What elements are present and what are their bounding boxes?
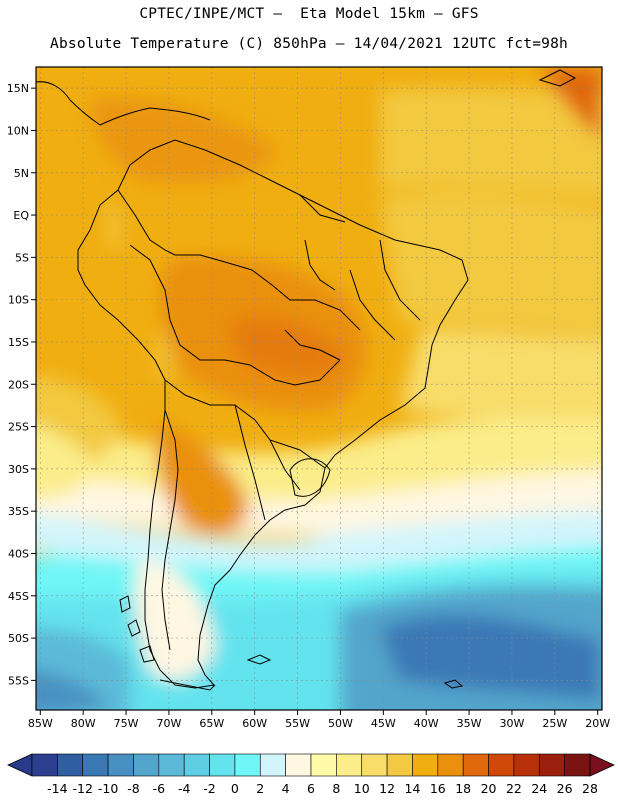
- colorbar-label: 2: [256, 781, 264, 796]
- colorbar-label: -14: [47, 781, 67, 796]
- lat-tick-label: 10S: [8, 294, 29, 307]
- colorbar: -14 -12 -10 -8 -6 -4 -2 0 2 4 6 8 10 12 14 16 18 20 22 24 26…: [7, 753, 615, 796]
- colorbar-swatch: [183, 753, 210, 777]
- colorbar-label: 8: [332, 781, 340, 796]
- colorbar-label: 26: [557, 781, 573, 796]
- colorbar-swatch: [336, 753, 363, 777]
- colorbar-swatch: [361, 753, 388, 777]
- lon-tick-label: 55W: [285, 717, 310, 730]
- colorbar-label: 24: [531, 781, 547, 796]
- colorbar-label: 16: [430, 781, 446, 796]
- lon-tick-label: 40W: [414, 717, 439, 730]
- lat-tick-label: 50S: [8, 632, 29, 645]
- colorbar-swatch: [133, 753, 160, 777]
- axis-ticks: 85W 80W 75W 70W 65W 60W 55W 50W 45W 40W 35W 30W 25W 2…: [7, 82, 611, 730]
- lat-tick-label: 30S: [8, 463, 29, 476]
- colorbar-label: -12: [73, 781, 93, 796]
- colorbar-label: -2: [203, 781, 215, 796]
- coastline-borders: [36, 69, 577, 691]
- lat-tick-label: 25S: [8, 421, 29, 434]
- colorbar-label: 12: [379, 781, 395, 796]
- lon-tick-label: 60W: [242, 717, 267, 730]
- colorbar-swatch: [310, 753, 337, 777]
- colorbar-label: 28: [582, 781, 598, 796]
- lat-tick-label: 45S: [8, 590, 29, 603]
- lat-tick-label: EQ: [13, 209, 29, 222]
- colorbar-label: -4: [178, 781, 191, 796]
- lon-tick-label: 20W: [585, 717, 610, 730]
- colorbar-label: 6: [307, 781, 315, 796]
- colorbar-swatch: [513, 753, 540, 777]
- colorbar-swatch: [437, 753, 464, 777]
- lon-tick-label: 65W: [199, 717, 224, 730]
- colorbar-label: -6: [153, 781, 166, 796]
- lat-tick-label: 20S: [8, 378, 29, 391]
- lon-tick-label: 80W: [71, 717, 96, 730]
- lat-tick-label: 5N: [14, 167, 29, 180]
- lat-tick-label: 55S: [8, 674, 29, 687]
- colorbar-label: 20: [481, 781, 497, 796]
- lat-tick-label: 35S: [8, 505, 29, 518]
- colorbar-label: 18: [455, 781, 471, 796]
- colorbar-swatch: [386, 753, 413, 777]
- colorbar-over-arrow: [589, 753, 615, 777]
- map-frame: [35, 66, 603, 711]
- map-title-line-1: CPTEC/INPE/MCT – Eta Model 15km – GFS: [139, 6, 479, 22]
- colorbar-label: -8: [127, 781, 140, 796]
- colorbar-label: 0: [231, 781, 239, 796]
- colorbar-swatch: [107, 753, 134, 777]
- colorbar-label: 10: [354, 781, 370, 796]
- colorbar-under-arrow: [7, 753, 33, 777]
- colorbar-label: 4: [282, 781, 290, 796]
- colorbar-swatch: [488, 753, 515, 777]
- colorbar-label: 22: [506, 781, 522, 796]
- colorbar-swatch: [462, 753, 489, 777]
- colorbar-swatch: [31, 753, 58, 777]
- lon-tick-label: 85W: [28, 717, 53, 730]
- lon-tick-label: 45W: [371, 717, 396, 730]
- lon-tick-label: 25W: [542, 717, 567, 730]
- lat-tick-label: 15N: [7, 82, 29, 95]
- lat-tick-label: 10N: [7, 124, 29, 137]
- colorbar-label: -10: [98, 781, 118, 796]
- temperature-field: [36, 67, 602, 710]
- colorbar-swatch: [285, 753, 312, 777]
- colorbar-swatch: [538, 753, 565, 777]
- colorbar-swatch: [158, 753, 185, 777]
- colorbar-swatch: [259, 753, 286, 777]
- lon-tick-label: 50W: [328, 717, 353, 730]
- lat-tick-label: 40S: [8, 547, 29, 560]
- map-title-line-2: Absolute Temperature (C) 850hPa – 14/04/…: [50, 36, 568, 52]
- colorbar-swatch: [57, 753, 84, 777]
- colorbar-swatch: [234, 753, 261, 777]
- lon-tick-label: 70W: [156, 717, 181, 730]
- colorbar-swatch: [564, 753, 591, 777]
- colorbar-swatch: [82, 753, 109, 777]
- lon-tick-label: 30W: [500, 717, 525, 730]
- lat-lon-grid: [36, 67, 602, 710]
- colorbar-swatch: [209, 753, 236, 777]
- lon-tick-label: 35W: [457, 717, 482, 730]
- lat-tick-label: 15S: [8, 336, 29, 349]
- lat-tick-label: 5S: [15, 251, 29, 264]
- colorbar-label: 14: [405, 781, 421, 796]
- lon-tick-label: 75W: [114, 717, 139, 730]
- colorbar-swatch: [412, 753, 439, 777]
